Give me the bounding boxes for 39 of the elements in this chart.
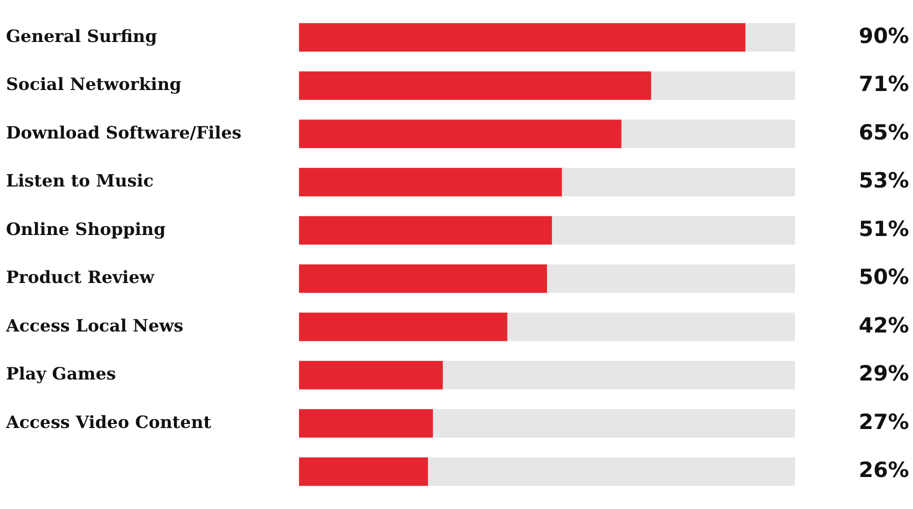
bar [299,264,547,293]
bar [299,216,552,245]
data-label: 65% [858,120,909,144]
data-label: 26% [858,458,909,482]
bar [299,312,508,342]
data-label: 90% [858,24,909,48]
y-tick-label: Listen to Music [6,172,154,192]
data-label: 53% [858,168,909,193]
bar [299,457,428,486]
y-tick-label: Download Software/Files [6,123,242,144]
data-label: 50% [858,265,909,290]
bar [552,216,795,245]
bar [547,264,795,293]
y-tick-label: Access Local News [5,316,184,336]
y-tick-label: Product Review [6,268,155,288]
bar [299,71,652,100]
bar [299,23,746,52]
bar [562,168,795,196]
y-tick-label: General Surfing [6,26,158,47]
data-label: 42% [858,313,909,338]
bar [651,71,795,100]
data-label: 51% [858,216,909,241]
bar [442,360,795,390]
y-tick-label: Play Games [6,364,116,385]
data-label: 29% [858,362,909,386]
bar [299,168,562,196]
bar [621,120,795,148]
bar [745,23,795,52]
bar [299,409,433,438]
data-label: 27% [858,410,909,434]
y-tick-label: Online Shopping [6,220,166,240]
y-tick-label: Access Video Content [5,412,212,433]
bar [432,409,795,438]
bar [299,360,443,390]
y-tick-label: Social Networking [6,75,182,96]
data-label: 71% [858,72,909,96]
bar [299,120,622,148]
bar [507,312,795,342]
bar [428,457,795,486]
